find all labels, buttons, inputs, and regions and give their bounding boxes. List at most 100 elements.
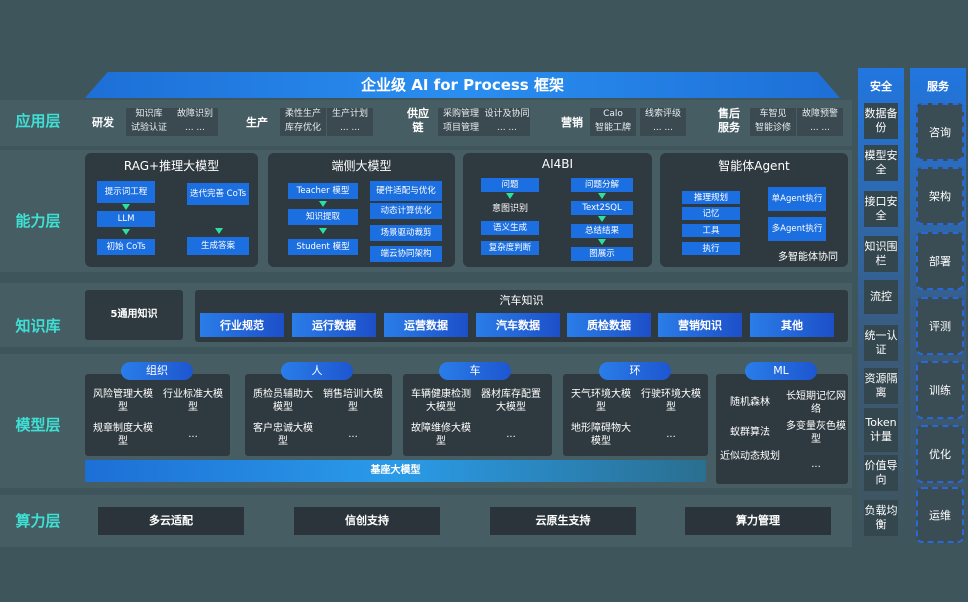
compute-item[interactable]: 信创支持 <box>294 507 440 535</box>
service-item[interactable]: 架构 <box>916 167 964 225</box>
model-category-pill[interactable]: 人 <box>281 362 353 380</box>
compute-item[interactable]: 算力管理 <box>685 507 831 535</box>
rag-step[interactable]: LLM <box>97 211 155 227</box>
rag-step[interactable]: 提示词工程 <box>97 181 155 203</box>
layer-label-knowledge: 知识库 <box>15 317 61 335</box>
app-item[interactable]: 采购管理 <box>438 108 484 122</box>
app-item[interactable]: ... ... <box>172 122 218 136</box>
model-category-pill[interactable]: ML <box>745 362 817 380</box>
knowledge-item[interactable]: 运行数据 <box>292 313 376 337</box>
service-item[interactable]: 部署 <box>916 232 964 290</box>
ai4bi-step[interactable]: 总结结果 <box>571 224 633 238</box>
app-item[interactable]: 故障预警 <box>797 108 843 122</box>
app-item[interactable]: 智能工牌 <box>590 122 636 136</box>
knowledge-item[interactable]: 行业规范 <box>200 313 284 337</box>
edge-step[interactable]: Teacher 模型 <box>288 183 358 199</box>
service-item[interactable]: 优化 <box>916 425 964 483</box>
model-item: ... <box>348 429 358 440</box>
service-item[interactable]: 评测 <box>916 297 964 355</box>
model-item: ... <box>188 429 198 440</box>
security-item[interactable]: 接口安全 <box>864 191 898 227</box>
knowledge-item[interactable]: 营销知识 <box>658 313 742 337</box>
model-item: 天气环境大模型 <box>571 389 631 413</box>
agent-multi[interactable]: 多Agent执行 <box>768 217 826 241</box>
model-item: 长短期记忆网络 <box>786 391 846 415</box>
model-category-pill[interactable]: 车 <box>439 362 511 380</box>
ai4bi-step[interactable]: 问题分解 <box>571 178 633 192</box>
rag-step[interactable]: 初始 CoTs <box>97 239 155 255</box>
model-group <box>563 374 708 456</box>
service-item[interactable]: 运维 <box>916 487 964 543</box>
rag-step[interactable]: 迭代完善 CoTs <box>187 183 249 205</box>
rag-step[interactable]: 生成答案 <box>187 237 249 255</box>
edge-step[interactable]: Student 模型 <box>288 239 358 255</box>
ai4bi-step[interactable]: 语义生成 <box>481 221 539 235</box>
app-group-label: 营销 <box>561 116 583 129</box>
security-item[interactable]: 知识围栏 <box>864 236 898 272</box>
agent-step[interactable]: 推理规划 <box>682 191 740 204</box>
knowledge-item[interactable]: 质检数据 <box>567 313 651 337</box>
security-item[interactable]: 模型安全 <box>864 145 898 181</box>
security-item[interactable]: 统一认证 <box>864 325 898 361</box>
capability-panel-agent: 智能体Agent 推理规划 记忆 工具 执行 单Agent执行 多Agent执行 多智能体协同 <box>660 153 848 267</box>
model-item: ... <box>506 429 516 440</box>
model-item: 故障维修大模型 <box>411 423 471 447</box>
capability-panel-rag: RAG+推理大模型 提示词工程 LLM 初始 CoTs 迭代完善 CoTs 生成答案 <box>85 153 258 267</box>
layer-label-capability: 能力层 <box>15 212 61 230</box>
edge-step[interactable]: 动态计算优化 <box>370 203 442 219</box>
security-item[interactable]: 价值导向 <box>864 455 898 491</box>
app-item[interactable]: 库存优化 <box>280 122 326 136</box>
app-item[interactable]: 智能诊修 <box>750 122 796 136</box>
model-category-pill[interactable]: 环 <box>599 362 671 380</box>
edge-step[interactable]: 硬件适配与优化 <box>370 181 442 201</box>
security-item[interactable]: 数据备份 <box>864 103 898 139</box>
panel-title: AI4BI <box>541 157 574 171</box>
agent-step[interactable]: 记忆 <box>682 207 740 220</box>
agent-step[interactable]: 工具 <box>682 224 740 237</box>
security-item[interactable]: 负载均衡 <box>864 500 898 536</box>
model-item: 销售培训大模型 <box>323 389 383 413</box>
app-item[interactable]: 知识库 <box>126 108 172 122</box>
app-item[interactable]: ... ... <box>327 122 373 136</box>
model-category-pill[interactable]: 组织 <box>121 362 193 380</box>
app-item[interactable]: Calo <box>590 108 636 122</box>
agent-single[interactable]: 单Agent执行 <box>768 187 826 211</box>
layer-label-model: 模型层 <box>15 416 61 434</box>
ai4bi-step[interactable]: 复杂度判断 <box>481 241 539 255</box>
base-model-bar: 基座大模型 <box>85 460 706 482</box>
service-title: 服务 <box>927 80 949 93</box>
service-item[interactable]: 咨询 <box>916 103 964 161</box>
app-item[interactable]: 故障识别 <box>172 108 218 122</box>
app-item[interactable]: 项目管理 <box>438 122 484 136</box>
compute-item[interactable]: 多云适配 <box>98 507 244 535</box>
knowledge-item[interactable]: 其他 <box>750 313 834 337</box>
edge-step[interactable]: 端云协同架构 <box>370 246 442 262</box>
arrow-down-icon <box>319 201 327 207</box>
app-item[interactable]: 柔性生产 <box>280 108 326 122</box>
security-item[interactable]: 资源隔离 <box>864 368 898 404</box>
app-item[interactable]: 试验认证 <box>126 122 172 136</box>
security-item[interactable]: 流控 <box>864 280 898 314</box>
model-item: 风险管理大模型 <box>93 389 153 413</box>
app-item[interactable]: ... ... <box>640 122 686 136</box>
security-item[interactable]: Token计量 <box>864 408 898 452</box>
app-item[interactable]: 设计及协同 <box>484 108 530 122</box>
model-item: ... <box>811 459 821 470</box>
edge-step[interactable]: 场景驱动裁剪 <box>370 225 442 241</box>
agent-step[interactable]: 执行 <box>682 242 740 255</box>
ai4bi-step[interactable]: 问题 <box>481 178 539 192</box>
arrow-down-icon <box>122 204 130 210</box>
compute-item[interactable]: 云原生支持 <box>490 507 636 535</box>
edge-step[interactable]: 知识提取 <box>288 209 358 225</box>
app-item[interactable]: 生产计划 <box>327 108 373 122</box>
knowledge-item[interactable]: 汽车数据 <box>476 313 560 337</box>
ai4bi-step[interactable]: 图展示 <box>571 247 633 261</box>
app-item[interactable]: ... ... <box>797 122 843 136</box>
app-item[interactable]: 线索评级 <box>640 108 686 122</box>
app-item[interactable]: 车智见 <box>750 108 796 122</box>
ai4bi-step[interactable]: Text2SQL <box>571 201 633 215</box>
service-item[interactable]: 训练 <box>916 361 964 419</box>
model-item: 质检员辅助大模型 <box>253 389 313 413</box>
app-item[interactable]: ... ... <box>484 122 530 136</box>
knowledge-item[interactable]: 运营数据 <box>384 313 468 337</box>
